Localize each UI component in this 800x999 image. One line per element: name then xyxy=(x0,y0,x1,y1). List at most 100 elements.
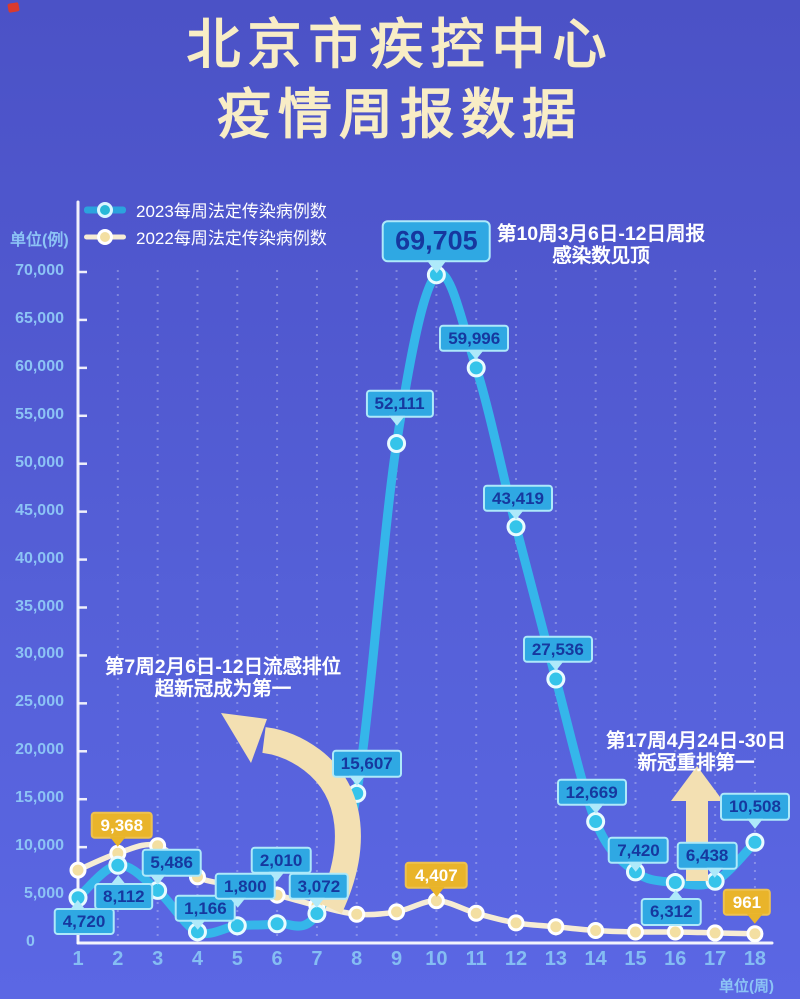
data-point-2023-week-14 xyxy=(586,812,606,832)
x-tick-label: 17 xyxy=(703,948,727,970)
data-point-2023-week-15 xyxy=(625,862,645,882)
y-tick-label: 45,000 xyxy=(15,501,64,519)
y-tick-label: 30,000 xyxy=(15,645,64,663)
x-tick-label: 16 xyxy=(664,948,687,970)
data-point-2023-week-16 xyxy=(665,872,685,892)
point-label-week18-2022: 961 xyxy=(722,888,772,924)
data-point-2022-week-5 xyxy=(228,876,246,894)
annotation-peak: 第10周3月6日-12日周报 感染数见顶 xyxy=(496,223,706,267)
label-pointer-icon xyxy=(308,897,325,908)
point-label-value: 52,111 xyxy=(374,394,425,414)
y-tick-label: 25,000 xyxy=(15,693,64,711)
data-point-2023-week-10 xyxy=(426,265,446,285)
x-tick-label: 12 xyxy=(504,948,528,970)
point-label-week8-2023: 15,607 xyxy=(331,750,402,786)
x-tick-label: 13 xyxy=(544,948,567,970)
dot-swatch-icon xyxy=(97,228,113,245)
legend-marker-2023 xyxy=(84,201,126,218)
x-tick-label: 3 xyxy=(152,948,164,970)
data-point-2022-week-6 xyxy=(268,886,286,904)
point-label-week2-2022: 9,368 xyxy=(90,811,154,848)
point-label-value: 8,112 xyxy=(103,887,145,907)
legend-label-2023: 2023每周法定传染病例数 xyxy=(136,202,327,221)
x-tick-label: 10 xyxy=(425,948,448,970)
data-point-2023-week-12 xyxy=(506,517,526,537)
annotation-line: 超新冠成为第一 xyxy=(154,677,292,700)
point-label-week1-2023: 4,720 xyxy=(53,899,115,935)
legend-item-2022: 2022每周法定传染病例数 xyxy=(84,223,327,250)
label-pointer-icon xyxy=(547,661,564,672)
annotation-covid: 第17周4月24日-30日 新冠重排第一 xyxy=(606,730,786,774)
data-point-2022-week-2 xyxy=(109,844,127,862)
point-label-value: 3,072 xyxy=(297,876,341,896)
label-pointer-icon xyxy=(746,818,763,829)
point-label-week14-2023: 12,669 xyxy=(556,778,627,814)
x-tick-label: 5 xyxy=(231,948,243,970)
data-point-2023-week-2 xyxy=(108,855,128,875)
flu-curved-arrow xyxy=(262,727,361,914)
y-axis-unit-label: 单位(例) xyxy=(10,232,69,249)
x-tick-label: 6 xyxy=(271,948,283,970)
data-point-2022-week-7 xyxy=(308,897,326,915)
x-tick-label: 9 xyxy=(390,948,403,970)
label-pointer-icon xyxy=(229,897,246,908)
data-point-2023-week-7 xyxy=(307,904,327,924)
label-pointer-icon xyxy=(69,899,86,910)
y-tick-label: 20,000 xyxy=(15,741,64,759)
y-tick-label: 35,000 xyxy=(15,597,64,615)
data-point-2023-week-4 xyxy=(187,922,207,942)
series-line-2022 xyxy=(75,841,758,937)
point-label-week7-2023: 3,072 xyxy=(288,872,350,908)
label-pointer-icon xyxy=(388,415,405,426)
data-point-2022-week-12 xyxy=(507,914,525,932)
point-label-week10-2023: 69,705 xyxy=(382,220,491,273)
x-tick-label: 15 xyxy=(624,948,647,970)
x-tick-label: 2 xyxy=(112,948,124,970)
label-pointer-icon xyxy=(348,775,365,786)
data-point-2022-week-14 xyxy=(587,922,605,940)
annotation-flu: 第7周2月6日-12日流感排位 超新冠成为第一 xyxy=(104,656,342,700)
chart-title: 北京市疾控中心 疫情周报数据 xyxy=(0,10,800,150)
y-tick-label: 10,000 xyxy=(15,837,64,855)
y-tick-label: 40,000 xyxy=(15,549,64,567)
x-axis-unit-label: 单位(周) xyxy=(719,978,774,995)
flu-curved-arrow-head xyxy=(221,713,267,763)
series-line-2023 xyxy=(73,268,760,939)
x-tick-label: 1 xyxy=(72,948,84,970)
point-label-week18-2023: 10,508 xyxy=(719,793,790,829)
point-label-week13-2023: 27,536 xyxy=(522,635,593,672)
x-tick-label: 14 xyxy=(584,948,607,970)
annotation-line: 第10周3月6日-12日周报 xyxy=(496,223,706,245)
point-label-value: 43,419 xyxy=(492,488,545,508)
annotation-line: 第7周2月6日-12日流感排位 xyxy=(104,656,342,678)
label-pointer-icon xyxy=(189,919,206,930)
y-tick-label: 65,000 xyxy=(15,309,64,327)
point-label-week15-2023: 7,420 xyxy=(608,836,669,872)
point-label-week16-2023: 6,312 xyxy=(641,890,702,926)
label-pointer-icon xyxy=(269,871,286,882)
data-point-2022-week-15 xyxy=(626,923,644,941)
x-tick-label: 7 xyxy=(311,948,323,970)
y-tick-label: 0 xyxy=(26,933,35,950)
x-tick-label: 18 xyxy=(743,948,767,970)
data-point-2023-week-1 xyxy=(68,888,88,908)
data-point-2022-week-1 xyxy=(69,861,87,879)
point-label-week4-2023: 1,166 xyxy=(175,894,236,930)
legend-label-2022: 2022每周法定传染病例数 xyxy=(136,229,327,248)
point-label-value: 2,010 xyxy=(259,850,303,870)
annotation-line: 第17周4月24日-30日 xyxy=(606,730,786,752)
dot-swatch-icon xyxy=(97,201,113,218)
chart-title-line1: 北京市疾控中心 xyxy=(186,15,614,75)
point-label-value: 15,607 xyxy=(340,754,393,774)
point-label-value: 12,669 xyxy=(565,782,618,802)
point-label-week11-2023: 59,996 xyxy=(439,324,510,360)
point-label-week9-2023: 52,111 xyxy=(365,390,434,426)
point-label-value: 1,166 xyxy=(184,898,227,918)
point-label-value: 10,508 xyxy=(728,797,781,817)
annotation-line: 感染数见顶 xyxy=(552,244,650,267)
label-pointer-icon xyxy=(149,874,166,885)
data-point-2022-week-10 xyxy=(427,892,445,910)
data-point-2023-week-9 xyxy=(387,433,407,453)
data-point-2022-week-4 xyxy=(188,868,206,886)
